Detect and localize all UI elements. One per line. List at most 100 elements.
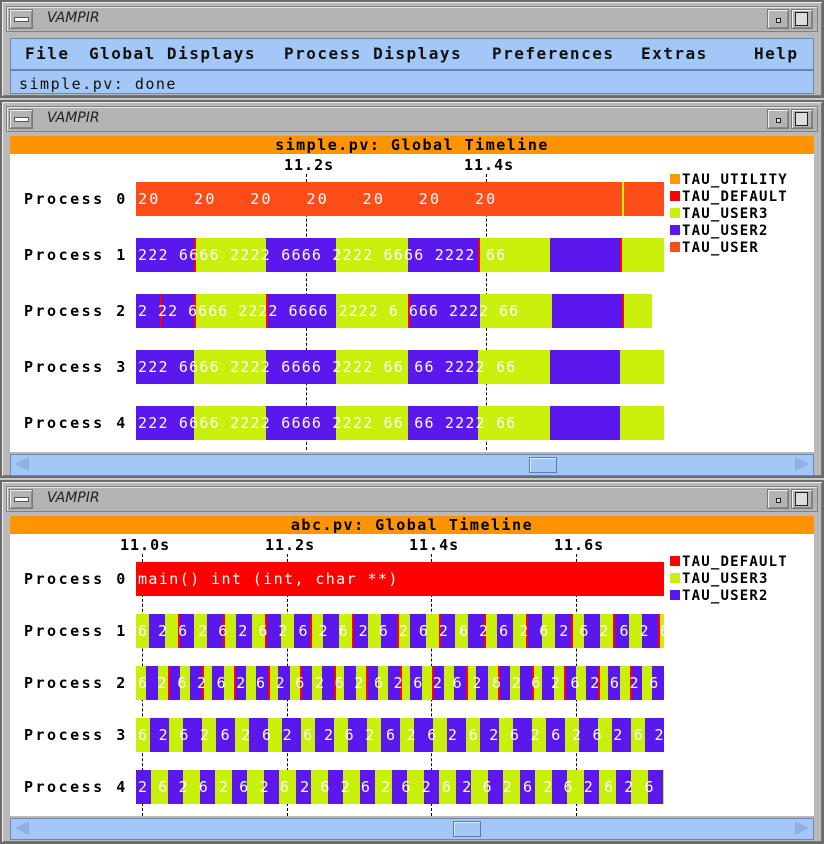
timeline-segment[interactable] <box>279 770 296 804</box>
timeline-segment[interactable] <box>620 666 630 700</box>
timeline-segment[interactable] <box>414 718 433 752</box>
timeline-segment[interactable] <box>235 718 249 752</box>
timeline-segment[interactable] <box>410 666 422 700</box>
timeline-segment[interactable] <box>550 406 620 440</box>
timeline-segment[interactable] <box>136 614 149 648</box>
timeline-segment[interactable] <box>433 718 447 752</box>
timeline-segment[interactable] <box>567 770 584 804</box>
timeline-segment[interactable] <box>266 406 336 440</box>
timeline-segment[interactable] <box>564 666 576 700</box>
timeline-segment[interactable] <box>336 406 408 440</box>
menu-extras[interactable]: Extras <box>641 44 708 63</box>
timeline-segment[interactable] <box>555 614 571 648</box>
timeline-segment[interactable] <box>642 614 658 648</box>
scroll-right-icon[interactable] <box>795 457 809 471</box>
timeline-segment[interactable] <box>344 666 356 700</box>
timeline-segment[interactable] <box>246 666 256 700</box>
timeline-segment[interactable] <box>224 666 234 700</box>
timeline-segment[interactable] <box>194 350 266 384</box>
maximize-icon[interactable] <box>791 9 813 29</box>
timeline-segment[interactable] <box>407 770 424 804</box>
timeline-segment[interactable] <box>439 770 456 804</box>
timeline-segment[interactable] <box>480 294 552 328</box>
menu-preferences[interactable]: Preferences <box>492 44 615 63</box>
timeline-segment[interactable] <box>212 666 224 700</box>
timeline-segment[interactable] <box>488 770 503 804</box>
timeline-segment[interactable] <box>498 666 510 700</box>
timeline-segment[interactable] <box>360 770 375 804</box>
timeline-segment[interactable] <box>620 406 664 440</box>
timeline-segment[interactable] <box>236 614 252 648</box>
timeline-segment[interactable] <box>552 770 567 804</box>
timeline-segment[interactable] <box>381 614 397 648</box>
timeline-segment[interactable] <box>532 718 546 752</box>
timeline-segment[interactable] <box>397 614 410 648</box>
timeline-segment[interactable] <box>455 614 468 648</box>
legend-item[interactable]: TAU_DEFAULT <box>670 554 788 571</box>
timeline-segment[interactable] <box>513 718 532 752</box>
timeline-segment[interactable] <box>136 770 151 804</box>
timeline-segment[interactable] <box>447 718 466 752</box>
timeline-segment[interactable] <box>612 718 631 752</box>
timeline-segment[interactable] <box>535 770 552 804</box>
timeline-segment[interactable] <box>300 666 312 700</box>
timeline-segment[interactable] <box>151 770 168 804</box>
timeline-segment[interactable] <box>343 770 360 804</box>
timeline-segment[interactable] <box>388 666 400 700</box>
timeline-segment[interactable] <box>194 294 266 328</box>
timeline-segment[interactable] <box>513 614 526 648</box>
timeline-segment[interactable] <box>223 614 236 648</box>
timeline-segment[interactable] <box>278 666 290 700</box>
timeline-segment[interactable] <box>546 718 565 752</box>
timeline-segment[interactable] <box>249 718 268 752</box>
timeline-segment[interactable] <box>301 718 315 752</box>
horizontal-scrollbar[interactable] <box>10 454 814 476</box>
legend-item[interactable]: TAU_USER2 <box>670 223 788 240</box>
timeline-segment[interactable] <box>471 770 488 804</box>
timeline-segment[interactable] <box>310 614 323 648</box>
timeline-segment[interactable] <box>367 718 381 752</box>
process-lane[interactable]: 222 6666 2222 6666 2222 66 66 2222 66 <box>136 350 664 384</box>
legend-item[interactable]: TAU_USER3 <box>670 571 788 588</box>
legend-item[interactable]: TAU_USER <box>670 240 788 257</box>
process-lane[interactable]: 6 2 6 2 6 2 6 2 6 2 6 2 6 2 6 2 6 2 6 2 … <box>136 666 717 700</box>
timeline-segment[interactable] <box>194 406 266 440</box>
timeline-segment[interactable] <box>468 614 484 648</box>
timeline-segment[interactable] <box>136 350 194 384</box>
timeline-segment[interactable] <box>584 770 599 804</box>
timeline-segment[interactable] <box>323 614 339 648</box>
timeline-segment[interactable] <box>439 614 455 648</box>
timeline-segment[interactable] <box>410 614 426 648</box>
timeline-segment[interactable] <box>599 770 616 804</box>
scroll-thumb[interactable] <box>453 821 481 837</box>
timeline-segment[interactable] <box>356 666 366 700</box>
timeline-segment[interactable] <box>194 238 266 272</box>
timeline-segment[interactable] <box>652 666 664 700</box>
timeline-segment[interactable] <box>422 666 432 700</box>
menu-help[interactable]: Help <box>754 44 799 63</box>
timeline-segment[interactable] <box>613 614 629 648</box>
timeline-segment[interactable] <box>497 614 513 648</box>
timeline-segment[interactable] <box>294 614 310 648</box>
timeline-segment[interactable] <box>629 614 642 648</box>
global-timeline-simple[interactable]: simple.pv: Global Timeline 11.2s 11.4s Pro… <box>10 136 814 452</box>
global-timeline-abc[interactable]: abc.pv: Global Timeline 11.0s 11.2s 11.4s 1… <box>10 516 814 816</box>
timeline-segment[interactable] <box>520 666 532 700</box>
legend-item[interactable]: TAU_USER2 <box>670 588 788 605</box>
timeline-segment[interactable] <box>478 350 550 384</box>
timeline-segment[interactable] <box>312 666 322 700</box>
timeline-segment[interactable] <box>256 666 268 700</box>
timeline-segment[interactable] <box>400 666 410 700</box>
timeline-segment[interactable] <box>554 666 564 700</box>
timeline-segment[interactable] <box>378 666 388 700</box>
timeline-segment[interactable] <box>478 238 550 272</box>
timeline-segment[interactable] <box>150 718 169 752</box>
timeline-segment[interactable] <box>631 718 645 752</box>
timeline-segment[interactable] <box>542 666 554 700</box>
maximize-icon[interactable] <box>791 109 813 129</box>
timeline-segment[interactable] <box>622 294 652 328</box>
timeline-segment[interactable] <box>426 614 439 648</box>
timeline-segment[interactable] <box>488 666 498 700</box>
timeline-segment[interactable] <box>268 666 278 700</box>
timeline-segment[interactable] <box>322 666 334 700</box>
